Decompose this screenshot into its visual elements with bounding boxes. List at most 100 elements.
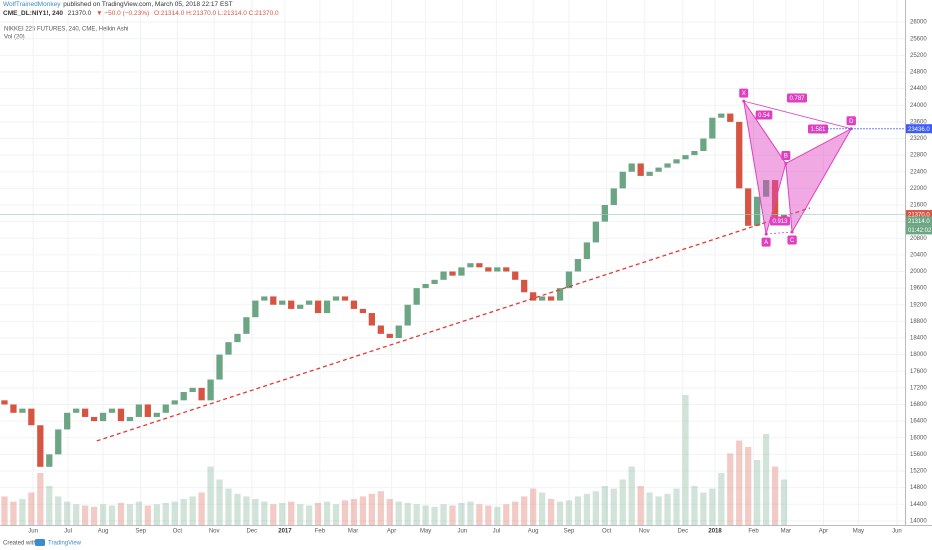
x-tick-label: May — [853, 529, 864, 535]
symbol: CME_DL:NIY1!, 240 — [3, 10, 63, 17]
price-label-box — [906, 124, 932, 134]
pattern-fill — [785, 127, 853, 234]
x-tick-label: Apr — [819, 529, 828, 535]
y-tick-label: 25600 — [910, 36, 927, 42]
candle-body — [637, 163, 644, 176]
candle-body — [449, 271, 456, 276]
y-tick-label: 24400 — [910, 86, 927, 92]
volume-bar — [494, 506, 501, 525]
pattern-leg — [766, 231, 793, 235]
volume-bar — [28, 492, 35, 525]
volume-bar — [252, 499, 259, 525]
candle-body — [37, 425, 44, 467]
publish-line: WolfTrainedMonkey published on TradingVi… — [3, 1, 236, 8]
footer-brand[interactable]: TradingView — [48, 541, 82, 547]
trendline — [96, 207, 811, 442]
y-tick-label: 20400 — [910, 252, 927, 258]
candle-body — [261, 296, 268, 301]
candle-body — [323, 300, 331, 314]
volume-bar — [135, 501, 143, 525]
pattern-ratio-label: 1.581 — [807, 124, 829, 134]
volume-bar — [377, 491, 384, 525]
volume-bar — [440, 504, 447, 525]
y-tick-label: 20000 — [910, 269, 927, 275]
candle-body — [270, 296, 277, 305]
candle-body — [377, 325, 384, 334]
candle-body — [180, 392, 187, 401]
y-tick-label: 26000 — [910, 20, 927, 26]
candle-body — [691, 150, 698, 156]
x-tick-label: Nov — [639, 529, 650, 535]
volume-bar — [81, 505, 89, 525]
y-tick-label: 24000 — [910, 103, 927, 109]
volume-bar — [90, 506, 98, 525]
candle-body — [350, 300, 358, 309]
pattern-point-label: D — [846, 116, 856, 126]
candle-body — [64, 412, 71, 430]
x-tick-label: May — [420, 529, 431, 535]
y-tick-label: 19600 — [910, 286, 927, 292]
volume-bar — [270, 504, 277, 525]
candle-body — [745, 188, 752, 226]
pattern-ratio-label-text: 0.787 — [789, 96, 805, 102]
author[interactable]: WolfTrainedMonkey — [3, 1, 61, 8]
countdown-box — [906, 225, 932, 235]
y-tick-label: 18000 — [910, 352, 927, 358]
candle-body — [144, 404, 151, 417]
pattern-point-label-text: A — [764, 240, 768, 246]
x-tick-label: Aug — [98, 529, 109, 535]
y-tick-label: 18800 — [910, 319, 927, 325]
x-tick-label: Jul — [493, 529, 501, 535]
volume-bar — [530, 488, 537, 525]
volume-bar — [198, 492, 205, 525]
volume-bar — [583, 493, 591, 525]
volume-bar — [19, 499, 26, 525]
series-legend: NIKKEI 225 FUTURES, 240, CME, Heikin Ash… — [4, 27, 128, 33]
volume-bar — [171, 501, 178, 525]
brand-logo — [35, 539, 45, 546]
candle-body — [538, 296, 546, 301]
candle-body — [413, 288, 420, 305]
volume-bar — [386, 499, 393, 525]
volume-bar — [117, 502, 125, 525]
y-tick-label: 14400 — [910, 502, 927, 508]
y-tick-label: 16400 — [910, 419, 927, 425]
x-tick-label: Mar — [348, 529, 358, 535]
volume-bar — [153, 504, 160, 525]
last-price: 21370.0 — [67, 10, 92, 17]
pattern-ratio-label-text: 0.913 — [772, 219, 788, 225]
pattern-ratio-label-box — [786, 93, 808, 103]
pattern-ratio-label-box — [769, 216, 791, 226]
volume-bar — [162, 502, 169, 525]
candle-body — [583, 242, 591, 260]
y-tick-label: 16800 — [910, 402, 927, 408]
candle-body — [297, 304, 304, 309]
candle-body — [628, 163, 635, 172]
candle-body — [547, 296, 555, 301]
candle-body — [503, 267, 510, 272]
candle-body — [153, 412, 160, 417]
candle-body — [1, 400, 8, 405]
volume-bar — [225, 488, 232, 525]
volume-bar — [664, 493, 671, 525]
candle-body — [198, 387, 205, 401]
volume-bar — [727, 453, 734, 525]
candle-body — [718, 113, 725, 118]
volume-bar — [745, 447, 752, 525]
footer-created: Created with — [3, 541, 37, 547]
volume-bar — [637, 486, 644, 525]
x-tick-label: Dec — [677, 529, 688, 535]
pattern-ratio-label-text: 0.54 — [758, 113, 770, 119]
y-tick-label: 17200 — [910, 385, 927, 391]
pattern-point-label-text: D — [849, 119, 854, 125]
volume-bar — [458, 502, 465, 525]
pattern-point-label-box — [846, 116, 856, 126]
pattern-point — [742, 99, 746, 103]
candle-body — [368, 313, 375, 326]
volume-bar — [700, 492, 707, 525]
volume-bar — [55, 496, 62, 525]
candle-body — [117, 408, 125, 422]
pattern-leg — [743, 100, 852, 130]
